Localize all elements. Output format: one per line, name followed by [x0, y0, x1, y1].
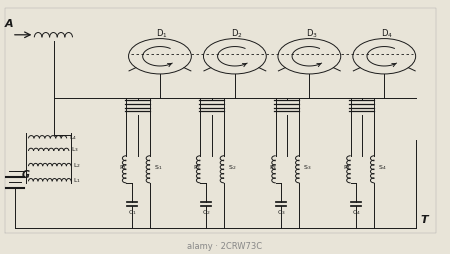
Text: C$_3$: C$_3$: [278, 208, 286, 217]
Text: G: G: [22, 169, 30, 180]
Text: P$_1$: P$_1$: [119, 163, 127, 172]
Text: L$_1$: L$_1$: [73, 176, 81, 185]
Text: C$_1$: C$_1$: [128, 208, 137, 217]
Text: D$_2$: D$_2$: [231, 27, 243, 40]
Text: S$_1$: S$_1$: [153, 163, 162, 172]
Text: D$_1$: D$_1$: [156, 27, 168, 40]
Text: C$_4$: C$_4$: [352, 208, 361, 217]
Text: L$_2$: L$_2$: [73, 161, 81, 170]
Text: C$_2$: C$_2$: [202, 208, 211, 217]
Text: A: A: [5, 19, 14, 29]
Text: D$_4$: D$_4$: [381, 27, 393, 40]
Text: D$_3$: D$_3$: [306, 27, 318, 40]
Text: P$_3$: P$_3$: [269, 163, 277, 172]
Text: L$_3$: L$_3$: [71, 146, 79, 154]
Text: alamy · 2CRW73C: alamy · 2CRW73C: [188, 242, 262, 251]
Text: S$_4$: S$_4$: [378, 163, 387, 172]
Text: S$_3$: S$_3$: [303, 163, 311, 172]
Text: P$_4$: P$_4$: [343, 163, 352, 172]
Text: S$_2$: S$_2$: [228, 163, 236, 172]
Text: P$_2$: P$_2$: [193, 163, 201, 172]
Text: L$_4$: L$_4$: [69, 133, 77, 142]
Text: T: T: [420, 215, 428, 225]
